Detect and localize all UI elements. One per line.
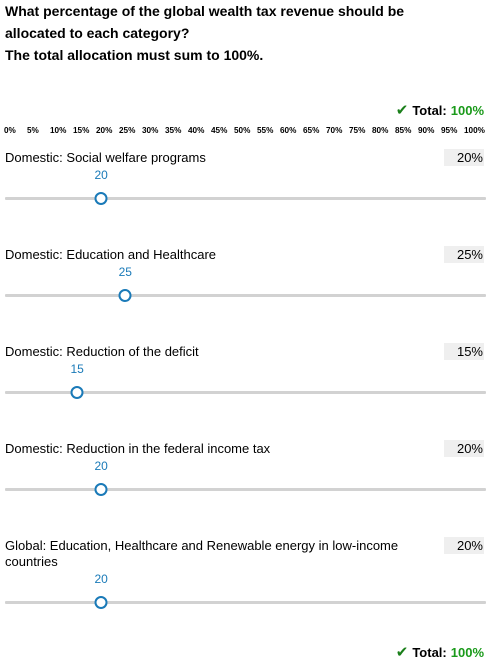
item-value-box: 25% xyxy=(444,246,484,263)
slider-value-label: 25 xyxy=(118,265,132,279)
item-label: Domestic: Reduction of the deficit xyxy=(5,344,199,359)
total-indicator-top: ✔ Total: 100% xyxy=(396,101,484,119)
scale-tick-label: 0% xyxy=(4,126,16,135)
check-icon: ✔ xyxy=(395,102,409,119)
item-label: Domestic: Reduction in the federal incom… xyxy=(5,441,271,456)
percentage-scale: 0% 5% 10% 15% 20% 25% 30% 35% 40% 45% 50% 55% 60% 65%… xyxy=(4,126,486,138)
item-value-box: 20% xyxy=(444,440,484,457)
scale-tick-label: 30% xyxy=(142,126,159,135)
question-line-3: The total allocation must sum to 100%. xyxy=(5,47,264,63)
item-value-box: 20% xyxy=(444,537,484,554)
total-value: 100% xyxy=(450,102,484,118)
scale-tick-label: 40% xyxy=(188,126,205,135)
slider-value-label: 15 xyxy=(70,362,84,376)
allocation-slider[interactable]: 20 xyxy=(5,572,486,612)
question-line-1: What percentage of the global wealth tax… xyxy=(5,3,405,19)
total-indicator-bottom: ✔ Total: 100% xyxy=(396,643,484,661)
slider-thumb[interactable] xyxy=(70,386,84,399)
allocation-slider[interactable]: 20 xyxy=(5,168,486,208)
scale-tick-label: 50% xyxy=(234,126,251,135)
scale-tick-label: 70% xyxy=(326,126,343,135)
scale-tick-label: 10% xyxy=(50,126,67,135)
total-label: Total: xyxy=(412,102,447,118)
slider-track[interactable] xyxy=(5,294,486,297)
slider-thumb[interactable] xyxy=(118,289,132,302)
slider-track[interactable] xyxy=(5,488,486,491)
question-text: What percentage of the global wealth tax… xyxy=(5,0,483,66)
total-label: Total: xyxy=(412,644,447,660)
slider-track[interactable] xyxy=(5,197,486,200)
total-value: 100% xyxy=(450,644,484,660)
slider-value-label: 20 xyxy=(94,572,108,586)
slider-value-label: 20 xyxy=(94,168,108,182)
scale-tick-label: 100% xyxy=(464,126,485,135)
item-label: Domestic: Education and Healthcare xyxy=(5,247,217,262)
allocation-slider[interactable]: 20 xyxy=(5,459,486,499)
scale-tick-label: 5% xyxy=(27,126,39,135)
scale-tick-label: 55% xyxy=(257,126,274,135)
scale-tick-label: 95% xyxy=(441,126,458,135)
question-line-2: allocated to each category? xyxy=(5,25,190,41)
scale-tick-label: 20% xyxy=(96,126,113,135)
scale-tick-label: 60% xyxy=(280,126,297,135)
slider-thumb[interactable] xyxy=(94,192,108,205)
scale-tick-label: 85% xyxy=(395,126,412,135)
scale-tick-label: 45% xyxy=(211,126,228,135)
scale-tick-label: 75% xyxy=(349,126,366,135)
item-value-box: 15% xyxy=(444,343,484,360)
scale-tick-label: 15% xyxy=(73,126,90,135)
slider-track[interactable] xyxy=(5,391,486,394)
allocation-slider[interactable]: 25 xyxy=(5,265,486,305)
item-label: Global: Education, Healthcare and Renewa… xyxy=(5,538,399,569)
item-value-box: 20% xyxy=(444,149,484,166)
slider-thumb[interactable] xyxy=(94,596,108,609)
slider-value-label: 20 xyxy=(94,459,108,473)
slider-thumb[interactable] xyxy=(94,483,108,496)
item-label: Domestic: Social welfare programs xyxy=(5,150,206,165)
scale-tick-label: 90% xyxy=(418,126,435,135)
check-icon: ✔ xyxy=(395,644,409,661)
scale-tick-label: 25% xyxy=(119,126,136,135)
scale-tick-label: 35% xyxy=(165,126,182,135)
scale-tick-label: 80% xyxy=(372,126,389,135)
allocation-slider[interactable]: 15 xyxy=(5,362,486,402)
slider-track[interactable] xyxy=(5,601,486,604)
scale-tick-label: 65% xyxy=(303,126,320,135)
